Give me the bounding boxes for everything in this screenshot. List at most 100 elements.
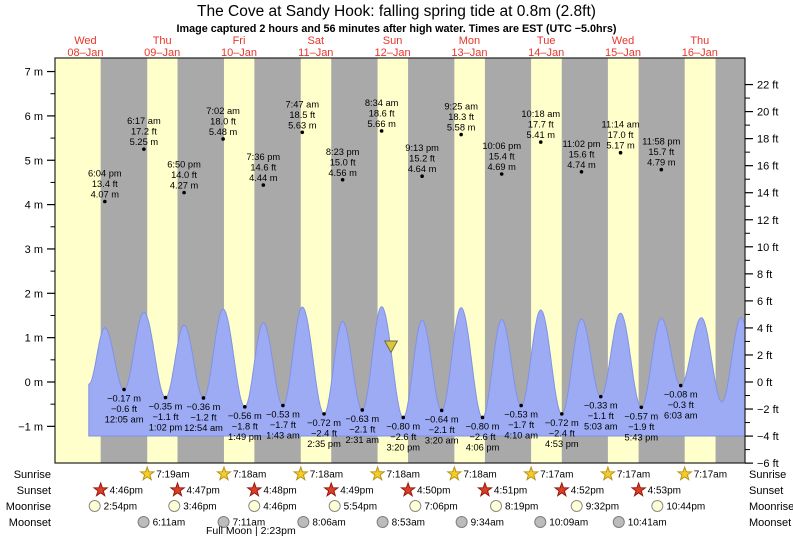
low-tide-annotation: −0.64 m−2.1 ft3:20 am bbox=[425, 408, 459, 445]
day-date-label: 10–Jan bbox=[221, 47, 257, 59]
moonrise-event: 8:19pm bbox=[490, 500, 538, 513]
low-tide-m: −0.53 m bbox=[266, 410, 300, 420]
sunrise-row: Sunrise Sunrise 7:19am 7:18am 7:18am 7:18am 7:… bbox=[14, 465, 786, 481]
low-tide-annotation: −0.80 m−2.6 ft3:20 pm bbox=[386, 415, 420, 452]
low-tide-ft: −1.1 ft bbox=[152, 412, 179, 422]
moonset-event: 8:53am bbox=[376, 516, 425, 529]
low-tide-time: 12:54 am bbox=[184, 423, 223, 433]
high-tide-ft: 13.4 ft bbox=[92, 179, 118, 189]
moonrise-time: 2:54pm bbox=[104, 502, 137, 513]
high-tide-dot bbox=[459, 132, 463, 137]
y-right-label: 6 ft bbox=[757, 296, 772, 308]
y-left-label: 3 m bbox=[25, 244, 43, 256]
moonset-disc-icon bbox=[137, 516, 150, 528]
high-tide-m: 4.07 m bbox=[91, 189, 120, 199]
sunrise-star-icon bbox=[292, 465, 309, 481]
high-tide-time: 6:04 pm bbox=[88, 168, 122, 178]
low-tide-ft: −0.3 ft bbox=[668, 400, 695, 410]
low-tide-dot bbox=[163, 395, 168, 400]
sunset-time: 4:47pm bbox=[186, 486, 219, 497]
current-tide-marker bbox=[383, 340, 399, 354]
low-tide-dot bbox=[243, 405, 247, 409]
low-tide-m: −0.33 m bbox=[584, 401, 618, 411]
moonrise-disc-icon bbox=[570, 500, 583, 512]
high-tide-time: 7:02 am bbox=[206, 106, 240, 116]
moonset-disc-icon bbox=[376, 516, 389, 528]
y-left-label: 1 m bbox=[25, 333, 43, 345]
y-left-label: 6 m bbox=[25, 111, 43, 123]
moonset-event: 7:11am bbox=[217, 516, 265, 529]
low-tide-ft: −1.2 ft bbox=[190, 412, 217, 422]
high-tide-ft: 17.2 ft bbox=[131, 127, 157, 137]
moonrise-time: 10:44pm bbox=[666, 502, 705, 513]
low-tide-time: 1:49 pm bbox=[228, 432, 262, 442]
high-tide-dot bbox=[579, 169, 584, 174]
day-date-label: 13–Jan bbox=[451, 47, 487, 59]
low-tide-ft: −1.7 ft bbox=[508, 420, 535, 430]
moonset-event: 8:06am bbox=[297, 516, 346, 529]
moonset-event: 10:41am bbox=[612, 516, 667, 529]
high-tide-m: 4.56 m bbox=[328, 168, 357, 178]
high-tide-time: 8:23 pm bbox=[326, 147, 360, 157]
high-tide-ft: 15.2 ft bbox=[409, 154, 435, 164]
high-tide-ft: 17.7 ft bbox=[528, 120, 554, 130]
moonrise-event: 2:54pm bbox=[88, 500, 137, 513]
low-tide-m: −0.53 m bbox=[504, 410, 538, 420]
low-tide-dot bbox=[360, 408, 365, 412]
sunrise-event: 7:18am bbox=[446, 465, 497, 481]
low-tide-ft: −0.6 ft bbox=[111, 404, 138, 414]
low-tide-m: −0.35 m bbox=[149, 402, 183, 412]
y-right-label: 2 ft bbox=[757, 350, 772, 362]
low-tide-time: 4:06 pm bbox=[466, 442, 500, 452]
low-tide-dot bbox=[439, 408, 444, 413]
y-right-label: 16 ft bbox=[757, 161, 778, 173]
low-tide-dot bbox=[480, 415, 485, 420]
high-tide-ft: 14.0 ft bbox=[171, 170, 197, 180]
high-tide-dot bbox=[142, 147, 146, 151]
sunrise-event: 7:18am bbox=[215, 465, 266, 481]
y-right-label: 4 ft bbox=[757, 323, 772, 335]
high-tide-m: 4.27 m bbox=[170, 181, 199, 191]
day-date-label: 09–Jan bbox=[144, 47, 180, 59]
moonrise-time: 8:19pm bbox=[505, 502, 538, 513]
sunset-event: 4:53pm bbox=[630, 481, 681, 497]
sunrise-time: 7:17am bbox=[694, 470, 727, 481]
sunrise-time: 7:17am bbox=[617, 470, 650, 481]
day-name-label: Thu bbox=[153, 35, 172, 47]
high-tide-time: 10:18 am bbox=[521, 109, 560, 119]
moonset-row-label-right: Moonset bbox=[749, 517, 791, 529]
low-tide-annotation: −0.56 m−1.8 ft1:49 pm bbox=[228, 405, 262, 442]
moonrise-disc-icon bbox=[328, 500, 341, 512]
sunset-star-icon bbox=[399, 481, 417, 497]
moonrise-event: 3:46pm bbox=[168, 500, 217, 513]
sunrise-event: 7:17am bbox=[676, 465, 727, 481]
sunset-event: 4:46pm bbox=[92, 481, 143, 497]
sunset-event: 4:52pm bbox=[553, 481, 604, 497]
day-date-label: 14–Jan bbox=[528, 47, 564, 59]
day-date-label: 11–Jan bbox=[298, 47, 333, 59]
moonrise-disc-icon bbox=[168, 500, 181, 512]
low-tide-m: −0.63 m bbox=[345, 414, 379, 424]
low-tide-m: −0.57 m bbox=[624, 411, 658, 421]
moonset-time: 10:41am bbox=[628, 518, 667, 529]
day-date-label: 15–Jan bbox=[605, 47, 641, 59]
sunset-event: 4:47pm bbox=[169, 481, 220, 497]
y-right-label: 0 ft bbox=[757, 377, 772, 389]
high-tide-dot bbox=[618, 150, 623, 155]
day-name-label: Wed bbox=[74, 35, 96, 47]
moonrise-time: 4:46pm bbox=[263, 502, 296, 513]
high-tide-m: 5.41 m bbox=[527, 130, 556, 140]
sunrise-time: 7:18am bbox=[387, 470, 420, 481]
chart-title: The Cove at Sandy Hook: falling spring t… bbox=[197, 3, 596, 20]
y-left-label: 0 m bbox=[25, 377, 43, 389]
low-tide-m: −0.56 m bbox=[228, 411, 262, 421]
sunset-time: 4:51pm bbox=[494, 486, 527, 497]
